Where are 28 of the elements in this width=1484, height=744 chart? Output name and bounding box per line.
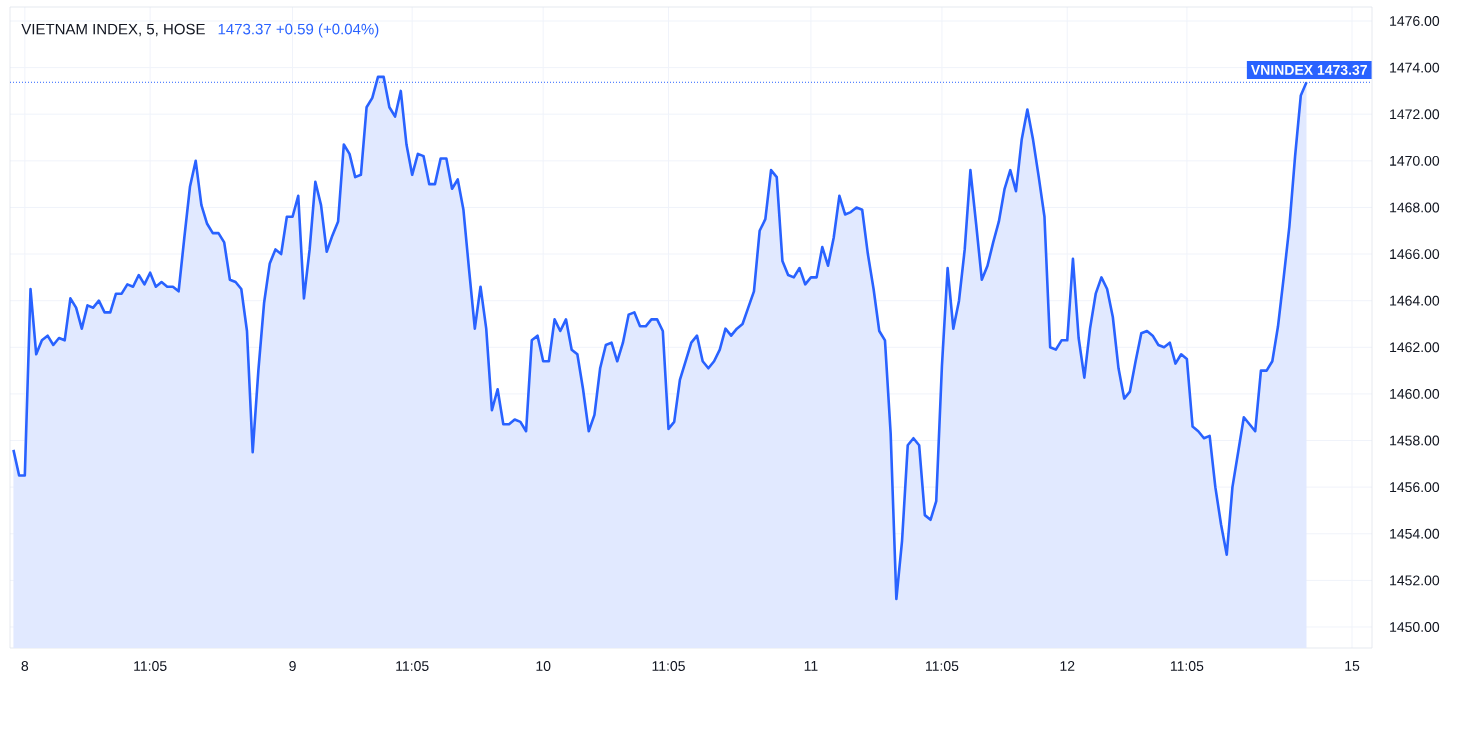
y-tick-label: 1476.00: [1390, 16, 1440, 26]
x-tick-label: 15: [1345, 661, 1360, 671]
x-tick-label: 11:05: [926, 661, 959, 671]
x-tick-label: 9: [289, 661, 296, 671]
y-tick-label: 1462.00: [1390, 342, 1440, 353]
y-tick-label: 1464.00: [1390, 295, 1440, 306]
y-tick-label: 1460.00: [1390, 388, 1440, 399]
y-tick-label: 1458.00: [1390, 435, 1440, 446]
y-tick-label: 1452.00: [1390, 575, 1440, 586]
x-tick-label: 10: [536, 661, 551, 671]
y-tick-label: 1450.00: [1390, 622, 1440, 632]
y-tick-label: 1474.00: [1390, 62, 1440, 73]
x-tick-label: 11:05: [1170, 661, 1204, 671]
y-tick-label: 1470.00: [1390, 155, 1440, 166]
y-tick-label: 1456.00: [1390, 482, 1440, 493]
x-tick-label: 11:05: [396, 661, 429, 671]
x-tick-label: 11: [804, 661, 818, 671]
text: 1473.37 +0.59 (+0.04%): [218, 23, 379, 38]
x-tick-label: 8: [21, 661, 29, 671]
y-tick-label: 1454.00: [1390, 528, 1440, 539]
ref-line-label: VNINDEX 1473.37: [1250, 64, 1367, 75]
y-tick-label: 1468.00: [1390, 202, 1440, 213]
text: VIETNAM INDEX, 5, HOSE: [21, 23, 205, 37]
y-tick-label: 1466.00: [1390, 249, 1440, 260]
x-tick-label: 12: [1060, 661, 1075, 671]
y-tick-label: 1472.00: [1390, 109, 1440, 120]
x-tick-label: 11:05: [652, 661, 685, 671]
x-tick-label: 11:05: [134, 661, 167, 671]
